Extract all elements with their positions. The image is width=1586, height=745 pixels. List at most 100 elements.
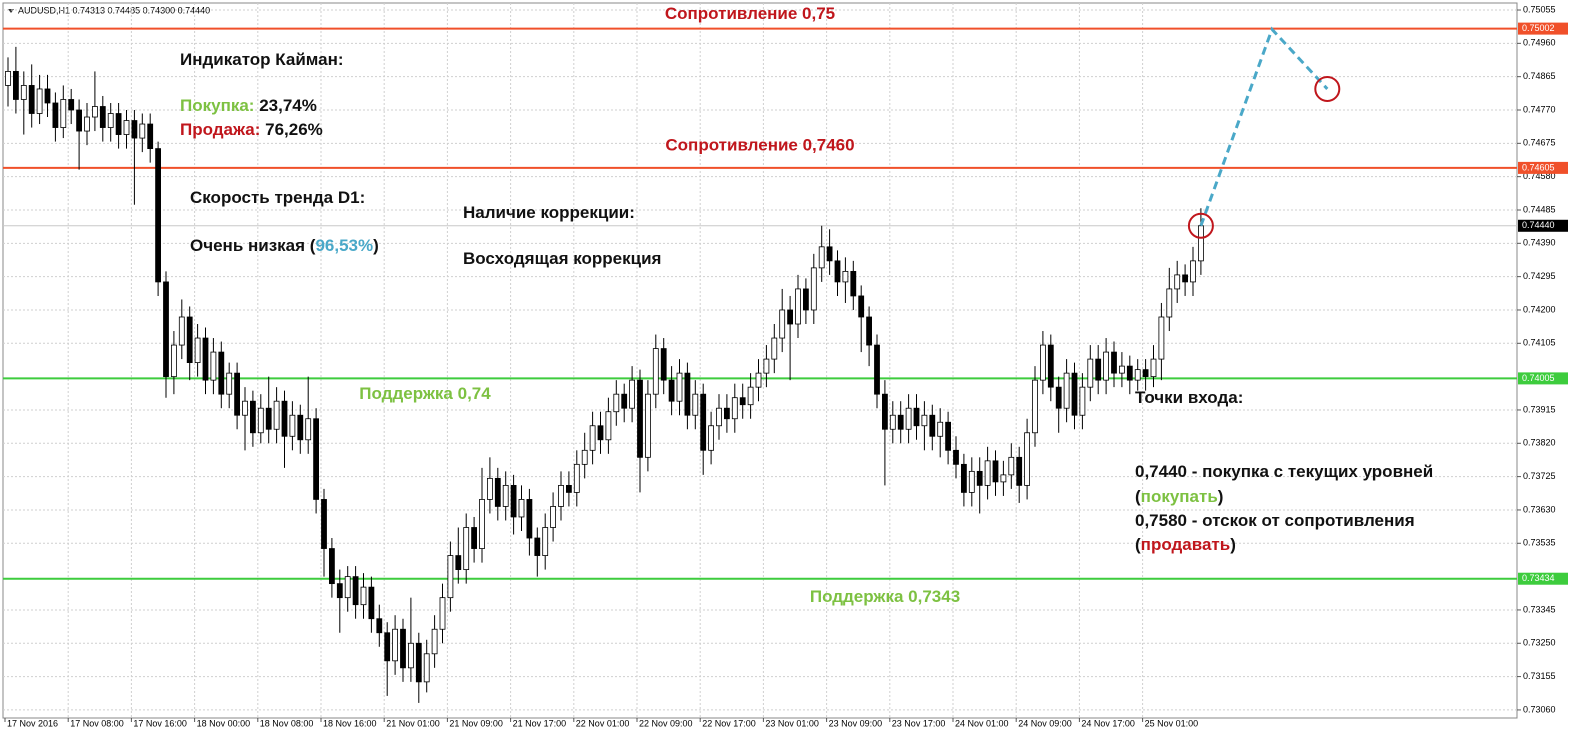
candle-body <box>178 316 185 346</box>
candle-body <box>787 309 793 325</box>
y-tick-label: 0.74770 <box>1523 104 1556 114</box>
y-tick-label: 0.73345 <box>1523 604 1556 614</box>
y-tick-label: 0.75055 <box>1523 4 1556 14</box>
candle-body <box>1095 358 1102 381</box>
correction-text: Восходящая коррекция <box>463 249 662 268</box>
candle-body <box>328 548 335 585</box>
candle-body <box>834 260 841 283</box>
candle-body <box>1174 274 1181 290</box>
trend-title: Скорость тренда D1: <box>190 188 366 207</box>
candle-body <box>502 484 509 507</box>
candle-body <box>731 397 738 420</box>
candle-body <box>479 499 485 549</box>
level-tag-label: 0.75002 <box>1522 23 1555 33</box>
candle-body <box>210 351 217 381</box>
x-tick-label: 25 Nov 01:00 <box>1145 718 1199 728</box>
buy-value: 23,74% <box>259 96 317 115</box>
candle-body <box>1016 456 1023 486</box>
candle-body <box>281 400 288 437</box>
candle-body <box>92 106 98 118</box>
candle-body <box>273 400 280 430</box>
candle-body <box>826 246 833 262</box>
entry-title: Точки входа: <box>1135 388 1244 407</box>
candle-body <box>1040 344 1046 381</box>
candle-body <box>558 484 564 507</box>
candle-body <box>186 316 193 364</box>
x-tick-label: 22 Nov 09:00 <box>639 718 693 728</box>
candle-body <box>115 113 122 135</box>
candle-body <box>668 379 675 402</box>
candle-body <box>597 425 604 441</box>
candle-body <box>581 449 588 465</box>
sell-line: Продажа: 76,26% <box>180 120 323 140</box>
candle-body <box>652 348 659 395</box>
y-tick-label: 0.74105 <box>1523 338 1556 348</box>
entry-2-action: продавать <box>1140 535 1231 554</box>
candle-body <box>84 116 90 132</box>
entry-2-action-line: (продавать) <box>1135 535 1236 555</box>
candle-body <box>771 337 778 360</box>
candle-body <box>882 393 888 430</box>
y-tick-label: 0.73250 <box>1523 638 1556 648</box>
candle-body <box>984 460 991 486</box>
y-tick-label: 0.73060 <box>1523 704 1556 714</box>
trend-text: Очень низкая ( <box>190 236 316 255</box>
y-tick-label: 0.73820 <box>1523 438 1556 448</box>
candle-body <box>242 400 248 416</box>
candle-body <box>739 397 746 406</box>
level-tag-label: 0.74005 <box>1522 373 1555 383</box>
x-tick-label: 23 Nov 09:00 <box>829 718 883 728</box>
candle-body <box>76 109 82 132</box>
candle-body <box>1103 351 1109 381</box>
candle-body <box>921 414 928 427</box>
candle-body <box>439 597 446 630</box>
candle-body <box>60 99 67 128</box>
candle-body <box>510 484 517 518</box>
candle-body <box>945 421 951 451</box>
candle-body <box>400 628 406 669</box>
candle-body <box>613 393 620 413</box>
candle-body <box>858 295 865 318</box>
candle-body <box>629 379 635 409</box>
candle-body <box>818 246 825 269</box>
level-text: Поддержка 0,74 <box>359 384 491 403</box>
candle-body <box>621 393 628 409</box>
candle-body <box>660 348 667 381</box>
candle-body <box>170 344 177 378</box>
candle-body <box>218 351 225 395</box>
candle-body <box>1166 288 1173 318</box>
level-tag <box>1518 22 1568 35</box>
candle-body <box>1182 274 1188 283</box>
candle-body <box>1158 316 1165 360</box>
candle-body <box>953 449 959 465</box>
candle-body <box>1142 369 1149 378</box>
candle-body <box>147 123 154 149</box>
candle-body <box>494 477 501 507</box>
level-tag <box>1518 161 1568 174</box>
x-tick-label: 24 Nov 09:00 <box>1018 718 1072 728</box>
candle-body <box>724 407 730 420</box>
y-tick-label: 0.74485 <box>1523 204 1556 214</box>
candle-body <box>850 270 857 297</box>
candle-body <box>929 414 936 437</box>
candle-body <box>131 120 138 139</box>
x-tick-label: 17 Nov 08:00 <box>70 718 124 728</box>
y-tick-label: 0.73155 <box>1523 671 1556 681</box>
candle-body <box>194 337 201 364</box>
paren: ( <box>1135 487 1141 506</box>
entry-2: 0,7580 - отскок от сопротивления <box>1135 511 1415 530</box>
y-tick-label: 0.74580 <box>1523 171 1556 181</box>
candle-body <box>257 407 264 434</box>
entry-1: 0,7440 - покупка с текущих уровней <box>1135 462 1434 481</box>
candle-body <box>155 148 162 283</box>
x-tick-label: 22 Nov 01:00 <box>576 718 630 728</box>
candle-body <box>52 102 59 128</box>
y-tick-label: 0.73915 <box>1523 404 1556 414</box>
x-tick-label: 17 Nov 16:00 <box>133 718 187 728</box>
trend-close: ) <box>373 236 379 255</box>
x-tick-label: 18 Nov 00:00 <box>197 718 251 728</box>
candle-body <box>202 337 209 381</box>
candle-body <box>352 576 359 606</box>
kayman-title: Индикатор Кайман: <box>180 50 344 69</box>
candle-body <box>1071 372 1078 416</box>
